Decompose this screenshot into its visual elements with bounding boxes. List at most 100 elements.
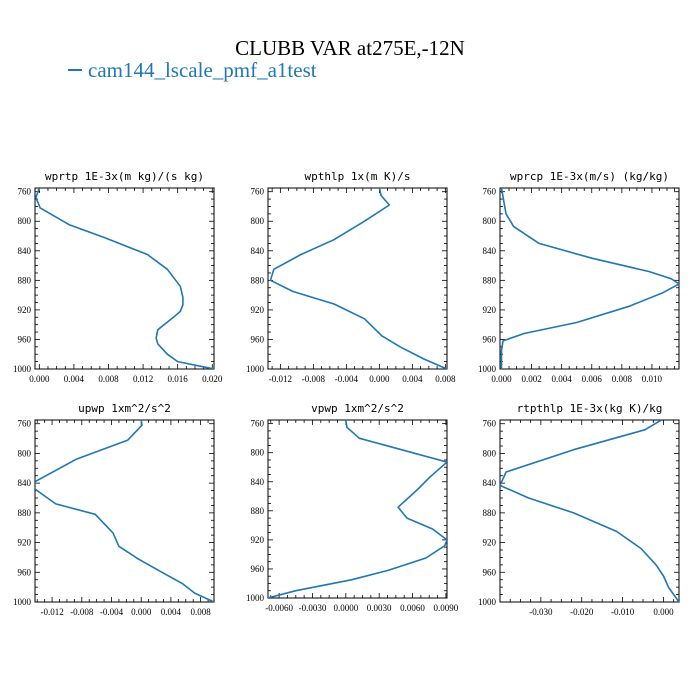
y-tick-label: 840 — [18, 478, 32, 488]
x-tick-label: 0.000 — [491, 374, 512, 384]
y-tick-label: 760 — [251, 187, 265, 197]
series-line-1 — [500, 188, 679, 369]
plot-frame — [499, 187, 680, 370]
x-tick-label: -0.012 — [269, 374, 292, 384]
y-tick-label: 800 — [251, 448, 265, 458]
y-tick-label: 840 — [251, 477, 265, 487]
y-tick-label: 960 — [483, 334, 497, 344]
x-tick-label: -0.0060 — [265, 603, 293, 613]
subplot-title: vpwp 1xm^2/s^2 — [311, 402, 404, 415]
subplot-title: wprcp 1E-3x(m/s) (kg/kg) — [510, 170, 669, 183]
y-tick-label: 880 — [18, 275, 32, 285]
plot-frame — [34, 187, 215, 370]
y-tick-label: 800 — [483, 216, 497, 226]
x-tick-label: -0.008 — [70, 607, 94, 617]
y-tick-label: 920 — [251, 535, 265, 545]
series-line-1 — [35, 420, 214, 602]
y-tick-label: 1000 — [478, 364, 497, 374]
x-tick-label: 0.002 — [521, 374, 541, 384]
x-tick-label: -0.0030 — [299, 603, 327, 613]
x-tick-label: 0.0030 — [367, 603, 392, 613]
subplot-title: upwp 1xm^2/s^2 — [78, 402, 171, 415]
y-tick-label: 960 — [483, 567, 497, 577]
x-tick-label: 0.004 — [64, 374, 85, 384]
x-tick-label: -0.004 — [335, 374, 359, 384]
x-tick-label: -0.030 — [529, 607, 553, 617]
series-line-1 — [500, 420, 679, 602]
y-tick-label: 920 — [18, 305, 32, 315]
x-tick-label: 0.0060 — [400, 603, 425, 613]
x-tick-label: 0.0000 — [333, 603, 358, 613]
x-tick-label: 0.000 — [653, 607, 674, 617]
legend-line-swatch — [68, 69, 82, 72]
x-tick-label: 0.008 — [435, 374, 456, 384]
x-tick-label: 0.010 — [642, 374, 663, 384]
plot-frame — [267, 419, 448, 599]
y-tick-label: 1000 — [246, 593, 265, 603]
figure-title: CLUBB VAR at275E,-12N — [235, 36, 465, 60]
y-tick-label: 1000 — [246, 364, 265, 374]
legend-label: cam144_lscale_pmf_a1test — [88, 58, 317, 82]
y-tick-label: 800 — [483, 448, 497, 458]
y-tick-label: 920 — [483, 305, 497, 315]
y-tick-label: 960 — [18, 567, 32, 577]
x-tick-label: 0.004 — [552, 374, 573, 384]
subplot-6: rtpthlp 1E-3x(kg K)/kg 760 800 840 880 920 960… — [478, 402, 680, 617]
y-tick-label: 840 — [251, 246, 265, 256]
y-tick-label: 880 — [483, 275, 497, 285]
y-tick-label: 920 — [251, 305, 265, 315]
y-tick-label: 1000 — [478, 597, 497, 607]
y-tick-label: 960 — [18, 334, 32, 344]
y-tick-label: 880 — [483, 508, 497, 518]
x-tick-label: -0.008 — [302, 374, 326, 384]
x-tick-label: 0.020 — [202, 374, 223, 384]
series-line-1 — [35, 188, 214, 369]
y-tick-label: 800 — [251, 216, 265, 226]
plot-frame — [267, 187, 448, 370]
plot-frame — [499, 419, 680, 603]
y-tick-label: 760 — [18, 419, 32, 429]
subplot-2: wpthlp 1x(m K)/s 760 800 840 880 920 960 1000 -0… — [246, 170, 456, 384]
subplot-1: wprtp 1E-3x(m kg)/(s kg) 760 800 840 880 920 9… — [13, 170, 223, 384]
subplot-3: wprcp 1E-3x(m/s) (kg/kg) 760 800 840 880 920 9… — [478, 170, 680, 384]
y-tick-label: 880 — [251, 275, 265, 285]
x-tick-label: -0.004 — [100, 607, 124, 617]
y-tick-label: 760 — [18, 187, 32, 197]
y-tick-label: 840 — [483, 478, 497, 488]
x-tick-label: 0.008 — [191, 607, 212, 617]
x-tick-label: 0.012 — [133, 374, 153, 384]
series-line-1 — [269, 188, 447, 369]
y-tick-label: 800 — [18, 448, 32, 458]
y-tick-label: 1000 — [13, 597, 32, 607]
y-tick-label: 800 — [18, 216, 32, 226]
subplot-title: wpthlp 1x(m K)/s — [305, 170, 411, 183]
y-tick-label: 920 — [483, 538, 497, 548]
y-tick-label: 960 — [251, 564, 265, 574]
plot-frame — [34, 419, 215, 603]
x-tick-label: 0.000 — [369, 374, 390, 384]
series-line-1 — [268, 420, 447, 598]
x-tick-label: 0.004 — [402, 374, 423, 384]
y-tick-label: 760 — [483, 419, 497, 429]
y-tick-label: 960 — [251, 334, 265, 344]
subplot-title: rtpthlp 1E-3x(kg K)/kg — [517, 402, 663, 415]
x-tick-label: 0.004 — [161, 607, 182, 617]
x-tick-label: -0.012 — [40, 607, 63, 617]
y-tick-label: 880 — [18, 508, 32, 518]
x-tick-label: -0.010 — [611, 607, 635, 617]
y-tick-label: 760 — [251, 419, 265, 429]
y-tick-label: 760 — [483, 187, 497, 197]
x-tick-label: 0.0090 — [434, 603, 459, 613]
y-tick-label: 1000 — [13, 364, 32, 374]
legend: cam144_lscale_pmf_a1test — [68, 58, 317, 83]
subplot-5: vpwp 1xm^2/s^27608008408809209601000-0.0… — [246, 402, 459, 613]
y-tick-label: 880 — [251, 506, 265, 516]
y-tick-label: 840 — [483, 246, 497, 256]
x-tick-label: 0.006 — [582, 374, 603, 384]
x-tick-label: 0.008 — [98, 374, 119, 384]
y-tick-label: 920 — [18, 538, 32, 548]
y-tick-label: 840 — [18, 246, 32, 256]
subplot-title: wprtp 1E-3x(m kg)/(s kg) — [45, 170, 204, 183]
